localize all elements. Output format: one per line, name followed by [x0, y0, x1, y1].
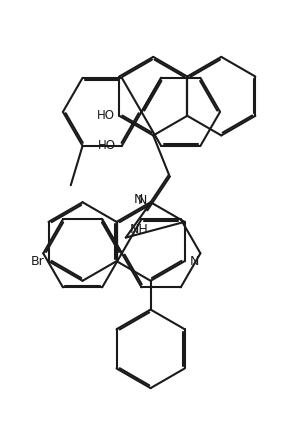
Text: HO: HO — [97, 109, 115, 122]
Text: HO: HO — [98, 139, 116, 152]
Text: N: N — [137, 194, 147, 207]
Text: Br: Br — [31, 255, 45, 267]
Text: NH: NH — [130, 222, 148, 235]
Text: N: N — [134, 193, 144, 206]
Text: N: N — [189, 255, 199, 267]
